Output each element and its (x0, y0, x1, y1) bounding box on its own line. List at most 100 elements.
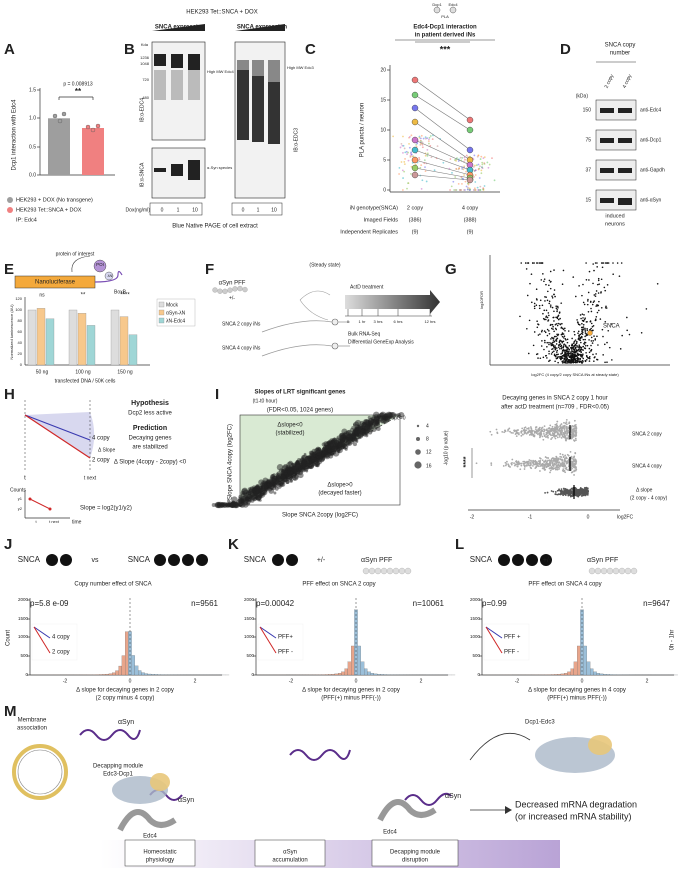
point (582, 320, 584, 322)
legend-swatch (159, 302, 164, 307)
label: Membrane (18, 718, 47, 724)
dot (403, 161, 405, 163)
label: 0 (383, 187, 386, 193)
point (524, 465, 526, 467)
point (585, 335, 587, 337)
label: t next (49, 519, 60, 524)
legend-swatch (159, 318, 164, 323)
point (563, 344, 565, 346)
point (571, 488, 573, 490)
dot (486, 162, 488, 164)
bar (48, 118, 70, 175)
point (555, 349, 557, 351)
panel-letter: H (4, 386, 15, 403)
hist-bar (119, 666, 122, 675)
dot (466, 186, 468, 188)
label: 1 (177, 207, 180, 213)
point (602, 267, 604, 269)
point (560, 432, 562, 434)
point (550, 324, 552, 326)
dot (484, 156, 486, 158)
point (589, 357, 591, 359)
band (618, 138, 632, 143)
point (563, 422, 565, 424)
point (520, 262, 522, 264)
point (574, 357, 576, 359)
point (558, 488, 560, 490)
label: (388) (464, 217, 477, 223)
dot (423, 138, 425, 140)
point (550, 281, 552, 283)
label: IB:α-SNCA (139, 162, 145, 187)
label: 37 (585, 167, 591, 173)
label: (386) (409, 217, 422, 223)
dot (463, 174, 465, 176)
label: HEK293 + DOX (No transgene) (16, 197, 93, 203)
hist-bar (122, 656, 125, 675)
bar (46, 319, 54, 365)
point (529, 462, 531, 464)
point (521, 427, 523, 429)
point (607, 284, 609, 286)
point (562, 494, 564, 496)
point (523, 429, 525, 431)
label: 15 (585, 197, 591, 203)
point (566, 457, 568, 459)
point (570, 347, 572, 349)
point (561, 323, 563, 325)
label: 80 (18, 318, 23, 323)
point (557, 325, 559, 327)
point (569, 362, 571, 364)
label: 2000 (18, 597, 29, 602)
dot (473, 176, 475, 178)
point (553, 341, 555, 343)
point (581, 323, 583, 325)
point (528, 459, 530, 461)
legend-swatch (159, 310, 164, 315)
label: Decaying genes (128, 436, 171, 442)
label: 0h - 1hr (670, 630, 676, 651)
point (556, 350, 558, 352)
point (563, 270, 565, 272)
label: Δslope>0 (327, 483, 353, 489)
point (594, 338, 596, 340)
label: 1000 (244, 634, 255, 639)
point (585, 262, 587, 264)
label: (stabilized) (275, 431, 304, 437)
legend-dot (7, 197, 13, 203)
dot (412, 157, 418, 163)
point (542, 439, 544, 441)
label: SNCA 4 copy (632, 463, 662, 469)
point (546, 310, 548, 312)
label: SNCA 2 copy (632, 431, 662, 437)
point (563, 488, 565, 490)
panel-letter: A (4, 41, 15, 58)
label: y2 (18, 506, 23, 511)
shape (470, 733, 530, 760)
point (575, 362, 577, 364)
point (584, 339, 586, 341)
point (596, 262, 598, 264)
label: PFF effect on SNCA 2 copy (302, 582, 375, 588)
point (598, 292, 600, 294)
fibril (238, 286, 243, 291)
point (560, 302, 562, 304)
point (604, 287, 606, 289)
decapping-module (588, 735, 612, 755)
point (516, 462, 518, 464)
point (536, 298, 538, 300)
point (570, 490, 572, 492)
point (612, 262, 614, 264)
point (544, 340, 546, 342)
dot (406, 188, 408, 190)
point (626, 330, 628, 332)
label: λN (108, 273, 113, 278)
point (556, 351, 558, 353)
label: 0 (129, 678, 132, 684)
dot (456, 168, 458, 170)
point (544, 330, 546, 332)
point (529, 429, 531, 431)
band (618, 108, 632, 113)
label: αSyn PFF (219, 281, 246, 287)
dot (459, 189, 461, 191)
